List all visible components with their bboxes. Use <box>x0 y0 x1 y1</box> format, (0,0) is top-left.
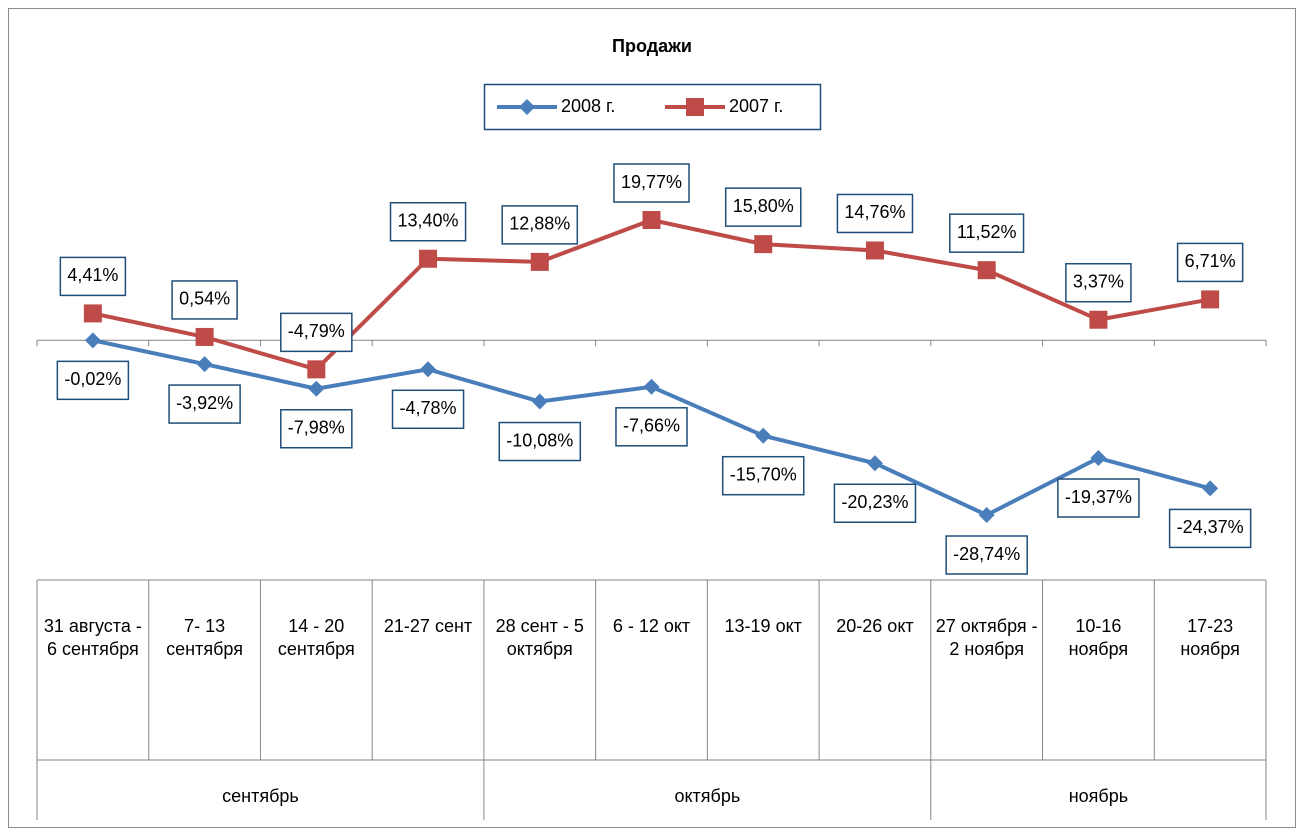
x-tick-label: 21-27 сент <box>383 616 473 636</box>
marker <box>531 393 548 410</box>
marker <box>308 380 325 397</box>
data-label: -24,37% <box>1177 517 1244 537</box>
data-label: -15,70% <box>730 464 797 484</box>
data-label-box <box>615 407 688 447</box>
marker <box>978 507 995 523</box>
marker <box>196 356 213 373</box>
marker <box>83 304 102 323</box>
chart-title: Продажи <box>612 36 692 56</box>
data-label-box <box>59 256 127 297</box>
legend-label: 2007 г. <box>729 96 783 116</box>
data-label: 3,37% <box>1073 271 1124 291</box>
data-label: -10,08% <box>506 430 573 450</box>
data-label: -7,98% <box>288 418 345 438</box>
marker <box>1089 310 1108 329</box>
x-tick-label: 10-16 ноября <box>1068 616 1129 659</box>
x-tick-label: 6 - 12 окт <box>612 616 691 636</box>
data-label: 14,76% <box>844 202 905 222</box>
x-tick-label: 31 августа - 6 сентября <box>43 616 142 659</box>
data-label-box <box>1065 262 1132 303</box>
x-tick-label: 20-26 окт <box>836 616 914 636</box>
data-label: -0,02% <box>64 369 121 389</box>
data-label-box <box>498 421 582 462</box>
data-label-box <box>171 280 238 320</box>
marker <box>866 455 883 472</box>
data-label: 15,80% <box>733 196 794 216</box>
marker <box>642 211 661 229</box>
marker <box>1090 450 1107 467</box>
data-label-box <box>391 389 465 430</box>
data-label: 6,71% <box>1185 251 1236 271</box>
data-label: -19,37% <box>1065 487 1132 507</box>
data-label-box <box>1168 508 1252 549</box>
marker <box>420 361 437 378</box>
x-tick-label: 27 октября - 2 ноября <box>935 616 1038 659</box>
marker <box>84 332 101 349</box>
data-label: 12,88% <box>509 214 570 234</box>
data-label: -4,79% <box>288 321 345 341</box>
data-label-box <box>949 213 1025 253</box>
marker <box>1201 290 1220 309</box>
data-label-box <box>1057 478 1140 518</box>
data-label-box <box>56 360 130 401</box>
marker <box>755 427 772 444</box>
data-label-box <box>836 193 914 234</box>
marker <box>519 99 535 115</box>
data-label: -3,92% <box>176 393 233 413</box>
data-label: 0,54% <box>179 289 230 309</box>
group-label: ноябрь <box>1068 786 1129 806</box>
marker <box>1202 480 1219 497</box>
data-label-box <box>724 187 802 227</box>
marker <box>686 98 704 116</box>
data-label-box <box>1176 242 1244 283</box>
data-label: 11,52% <box>957 222 1017 242</box>
marker <box>307 360 326 379</box>
group-label: сентябрь <box>222 786 299 806</box>
data-label: -28,74% <box>953 544 1020 564</box>
data-label: -7,66% <box>623 416 680 436</box>
x-tick-label: 7- 13 сентября <box>166 616 243 659</box>
marker <box>865 241 884 260</box>
marker <box>419 249 438 268</box>
marker <box>977 261 996 280</box>
data-label-box <box>721 455 805 496</box>
data-label-box <box>168 384 241 424</box>
data-label-box <box>280 409 353 449</box>
data-label: 19,77% <box>621 172 682 192</box>
data-label-box <box>389 201 467 242</box>
x-tick-label: 17-23 ноября <box>1180 616 1240 659</box>
legend-label: 2008 г. <box>561 96 615 116</box>
x-tick-label: 28 сент - 5 октября <box>495 616 584 659</box>
data-label-box <box>833 483 917 523</box>
data-label-box <box>501 205 579 245</box>
data-label-box <box>613 163 690 203</box>
marker <box>754 235 773 254</box>
data-label: -4,78% <box>400 398 457 418</box>
x-tick-label: 14 - 20 сентября <box>277 616 355 659</box>
data-label: -20,23% <box>841 492 908 512</box>
data-label-box <box>280 312 353 353</box>
data-label-box <box>945 535 1028 575</box>
data-label: 4,41% <box>67 265 118 285</box>
data-label: 13,40% <box>398 210 459 230</box>
marker <box>643 378 660 395</box>
group-label: октябрь <box>674 786 741 806</box>
x-tick-label: 13-19 окт <box>724 616 802 636</box>
marker <box>530 252 549 271</box>
marker <box>195 327 214 346</box>
